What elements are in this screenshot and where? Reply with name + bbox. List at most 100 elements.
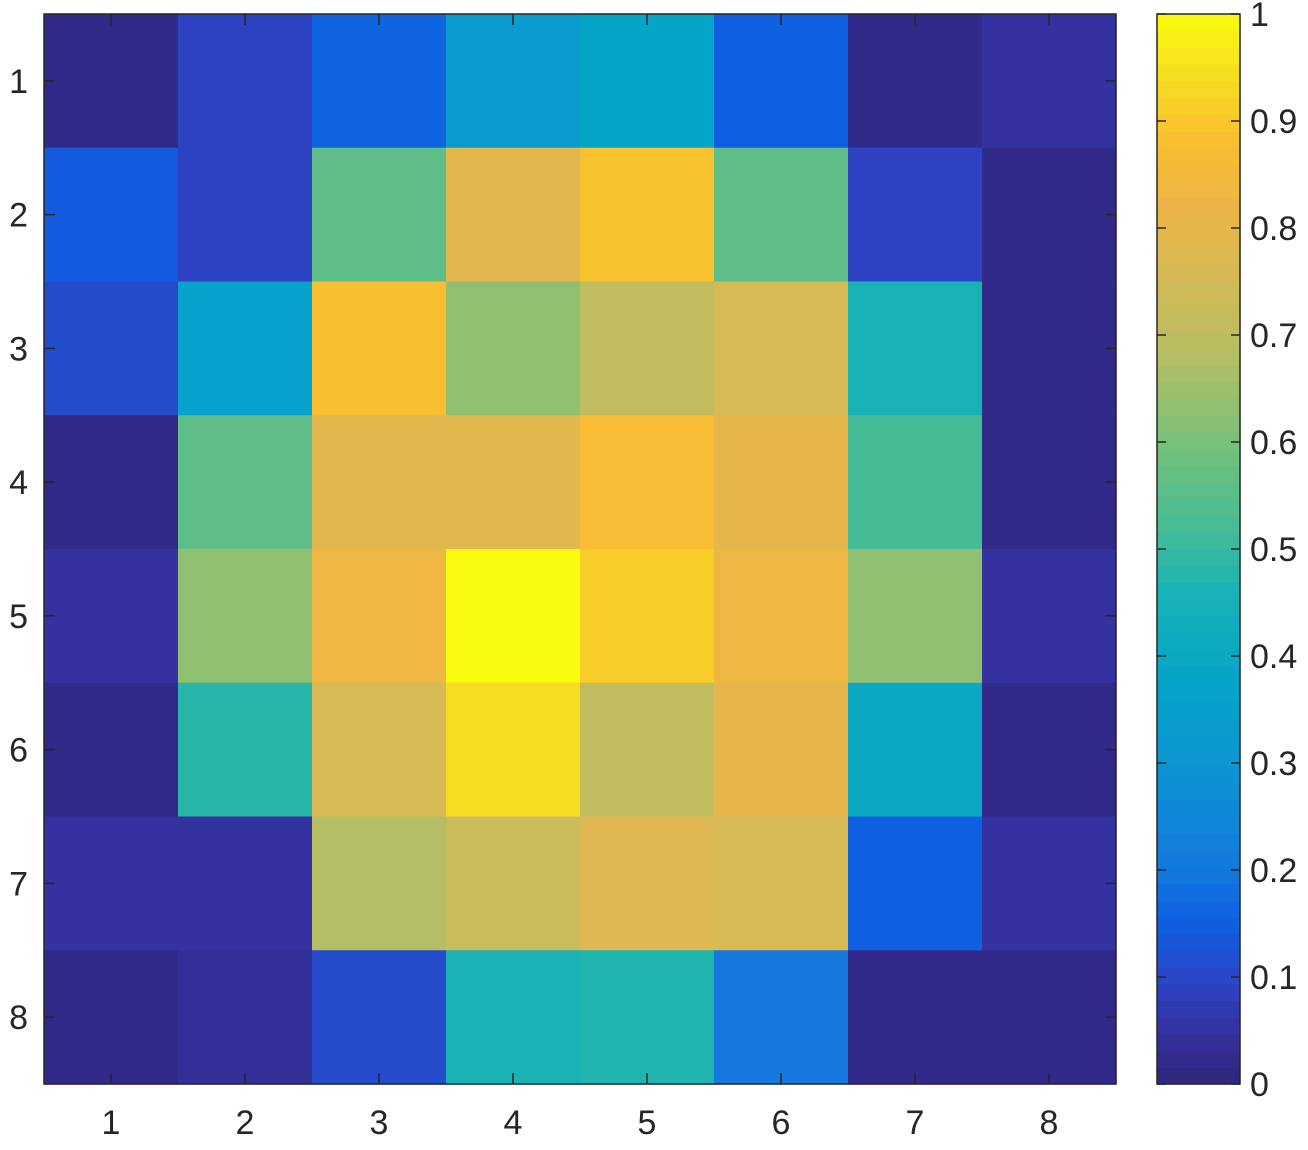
colorbar-segment <box>1157 1067 1240 1085</box>
heatmap-cell-r2-c3 <box>312 147 447 283</box>
colorbar-segment <box>1157 482 1240 500</box>
colorbar-segment <box>1157 532 1240 550</box>
heatmap-cell-r7-c7 <box>848 816 983 951</box>
colorbar-segment <box>1157 498 1240 517</box>
colorbar-segment <box>1157 398 1240 416</box>
colorbar-segment <box>1157 248 1240 266</box>
heatmap-cell-r3-c4 <box>446 281 581 416</box>
heatmap-cell-r8-c8 <box>982 950 1117 1085</box>
y-tick-label: 5 <box>9 598 28 636</box>
colorbar-segment <box>1157 197 1240 216</box>
y-tick-label: 1 <box>9 63 28 101</box>
colorbar-segment <box>1157 1050 1240 1068</box>
colorbar-segment <box>1157 331 1240 349</box>
colorbar-segment <box>1157 966 1240 985</box>
heatmap-cell-r6-c3 <box>312 682 447 818</box>
heatmap-cell-r6-c1 <box>44 682 179 818</box>
heatmap-cell-r1-c1 <box>44 14 179 149</box>
heatmap-cell-r6-c7 <box>848 682 983 818</box>
colorbar-segment <box>1157 666 1240 684</box>
colorbar-tick-label: 0.1 <box>1250 959 1297 997</box>
colorbar-tick-label: 0.3 <box>1250 745 1297 783</box>
heatmap-cell-r2-c4 <box>446 147 581 283</box>
heatmap-cell-r5-c2 <box>178 549 313 684</box>
colorbar-segment <box>1157 615 1240 634</box>
heatmap-cell-r5-c6 <box>714 549 849 684</box>
colorbar-segment <box>1157 732 1240 751</box>
y-tick-label: 8 <box>9 999 28 1037</box>
colorbar-segment <box>1157 565 1240 584</box>
colorbar-tick-label: 0.2 <box>1250 852 1297 890</box>
colorbar-segment <box>1157 933 1240 951</box>
heatmap-cell-r6-c4 <box>446 682 581 818</box>
colorbar-segment <box>1157 47 1240 65</box>
colorbar-segment <box>1157 799 1240 818</box>
colorbar-segment <box>1157 866 1240 884</box>
colorbar-segment <box>1157 515 1240 533</box>
colorbar-segment <box>1157 1033 1240 1052</box>
plot-frame <box>43 13 1117 1085</box>
colorbar-segment <box>1157 147 1240 166</box>
heatmap-cell-r4-c7 <box>848 415 983 550</box>
colorbar-segment <box>1157 849 1240 868</box>
colorbar-segment <box>1157 816 1240 834</box>
colorbar-segment <box>1157 298 1240 316</box>
heatmap-cell-r6-c2 <box>178 682 313 818</box>
colorbar-segment <box>1157 365 1240 383</box>
heatmap-cell-r8-c7 <box>848 950 983 1085</box>
x-tick-label: 4 <box>504 1104 523 1142</box>
heatmap-cell-r5-c1 <box>44 549 179 684</box>
colorbar-segment <box>1157 699 1240 717</box>
heatmap-cell-r3-c2 <box>178 281 313 416</box>
colorbar-segment <box>1157 749 1240 767</box>
heatmap-cell-r7-c3 <box>312 816 447 951</box>
heatmap-cell-r5-c5 <box>580 549 715 684</box>
colorbar-segment <box>1157 264 1240 283</box>
heatmap-cell-r3-c5 <box>580 281 715 416</box>
colorbar-tick-label: 0.6 <box>1250 424 1297 462</box>
colorbar-segment <box>1157 649 1240 667</box>
colorbar-tick-label: 0.7 <box>1250 317 1297 355</box>
colorbar-segment <box>1157 381 1240 400</box>
colorbar-segment <box>1157 950 1240 968</box>
heatmap-cell-r7-c5 <box>580 816 715 951</box>
colorbar-segment <box>1157 448 1240 467</box>
colorbar: 0 0.1 0.2 0.3 0.4 0.5 0.6 0.7 0.8 0.9 1 <box>1156 0 1297 1104</box>
colorbar-segment <box>1157 783 1240 801</box>
heatmap-cell-r1-c6 <box>714 14 849 149</box>
heatmap-cell-r1-c2 <box>178 14 313 149</box>
heatmap-cell-r1-c5 <box>580 14 715 149</box>
heatmap-cell-r8-c6 <box>714 950 849 1085</box>
heatmap-cell-r5-c4 <box>446 549 581 684</box>
colorbar-tick-label: 0.5 <box>1250 531 1297 569</box>
heatmap-cell-r7-c2 <box>178 816 313 951</box>
heatmap-axes <box>43 13 1117 1085</box>
heatmap-cell-r6-c8 <box>982 682 1117 818</box>
heatmap-cell-r1-c3 <box>312 14 447 149</box>
x-tick-label: 8 <box>1040 1104 1059 1142</box>
colorbar-segment <box>1157 916 1240 935</box>
colorbar-segment <box>1157 1000 1240 1018</box>
x-tick-label: 3 <box>370 1104 389 1142</box>
heatmap-cell-r8-c4 <box>446 950 581 1085</box>
heatmap-cell-r7-c6 <box>714 816 849 951</box>
heatmap-cells <box>44 14 1117 1085</box>
colorbar-segment <box>1157 415 1240 433</box>
colorbar-segment <box>1157 599 1240 617</box>
colorbar-segment <box>1157 465 1240 483</box>
heatmap-cell-r4-c4 <box>446 415 581 550</box>
colorbar-segment <box>1157 833 1240 851</box>
heatmap-cell-r2-c8 <box>982 147 1117 283</box>
heatmap-cell-r8-c5 <box>580 950 715 1085</box>
colorbar-segment <box>1157 64 1240 82</box>
heatmap-cell-r4-c6 <box>714 415 849 550</box>
heatmap-cell-r7-c1 <box>44 816 179 951</box>
heatmap-cell-r2-c2 <box>178 147 313 283</box>
colorbar-segment <box>1157 582 1240 600</box>
heatmap-cell-r6-c6 <box>714 682 849 818</box>
colorbar-segment <box>1157 549 1240 567</box>
y-axis-ticks: 1 2 3 4 5 6 7 8 <box>9 63 1116 1037</box>
x-tick-label: 2 <box>236 1104 255 1142</box>
